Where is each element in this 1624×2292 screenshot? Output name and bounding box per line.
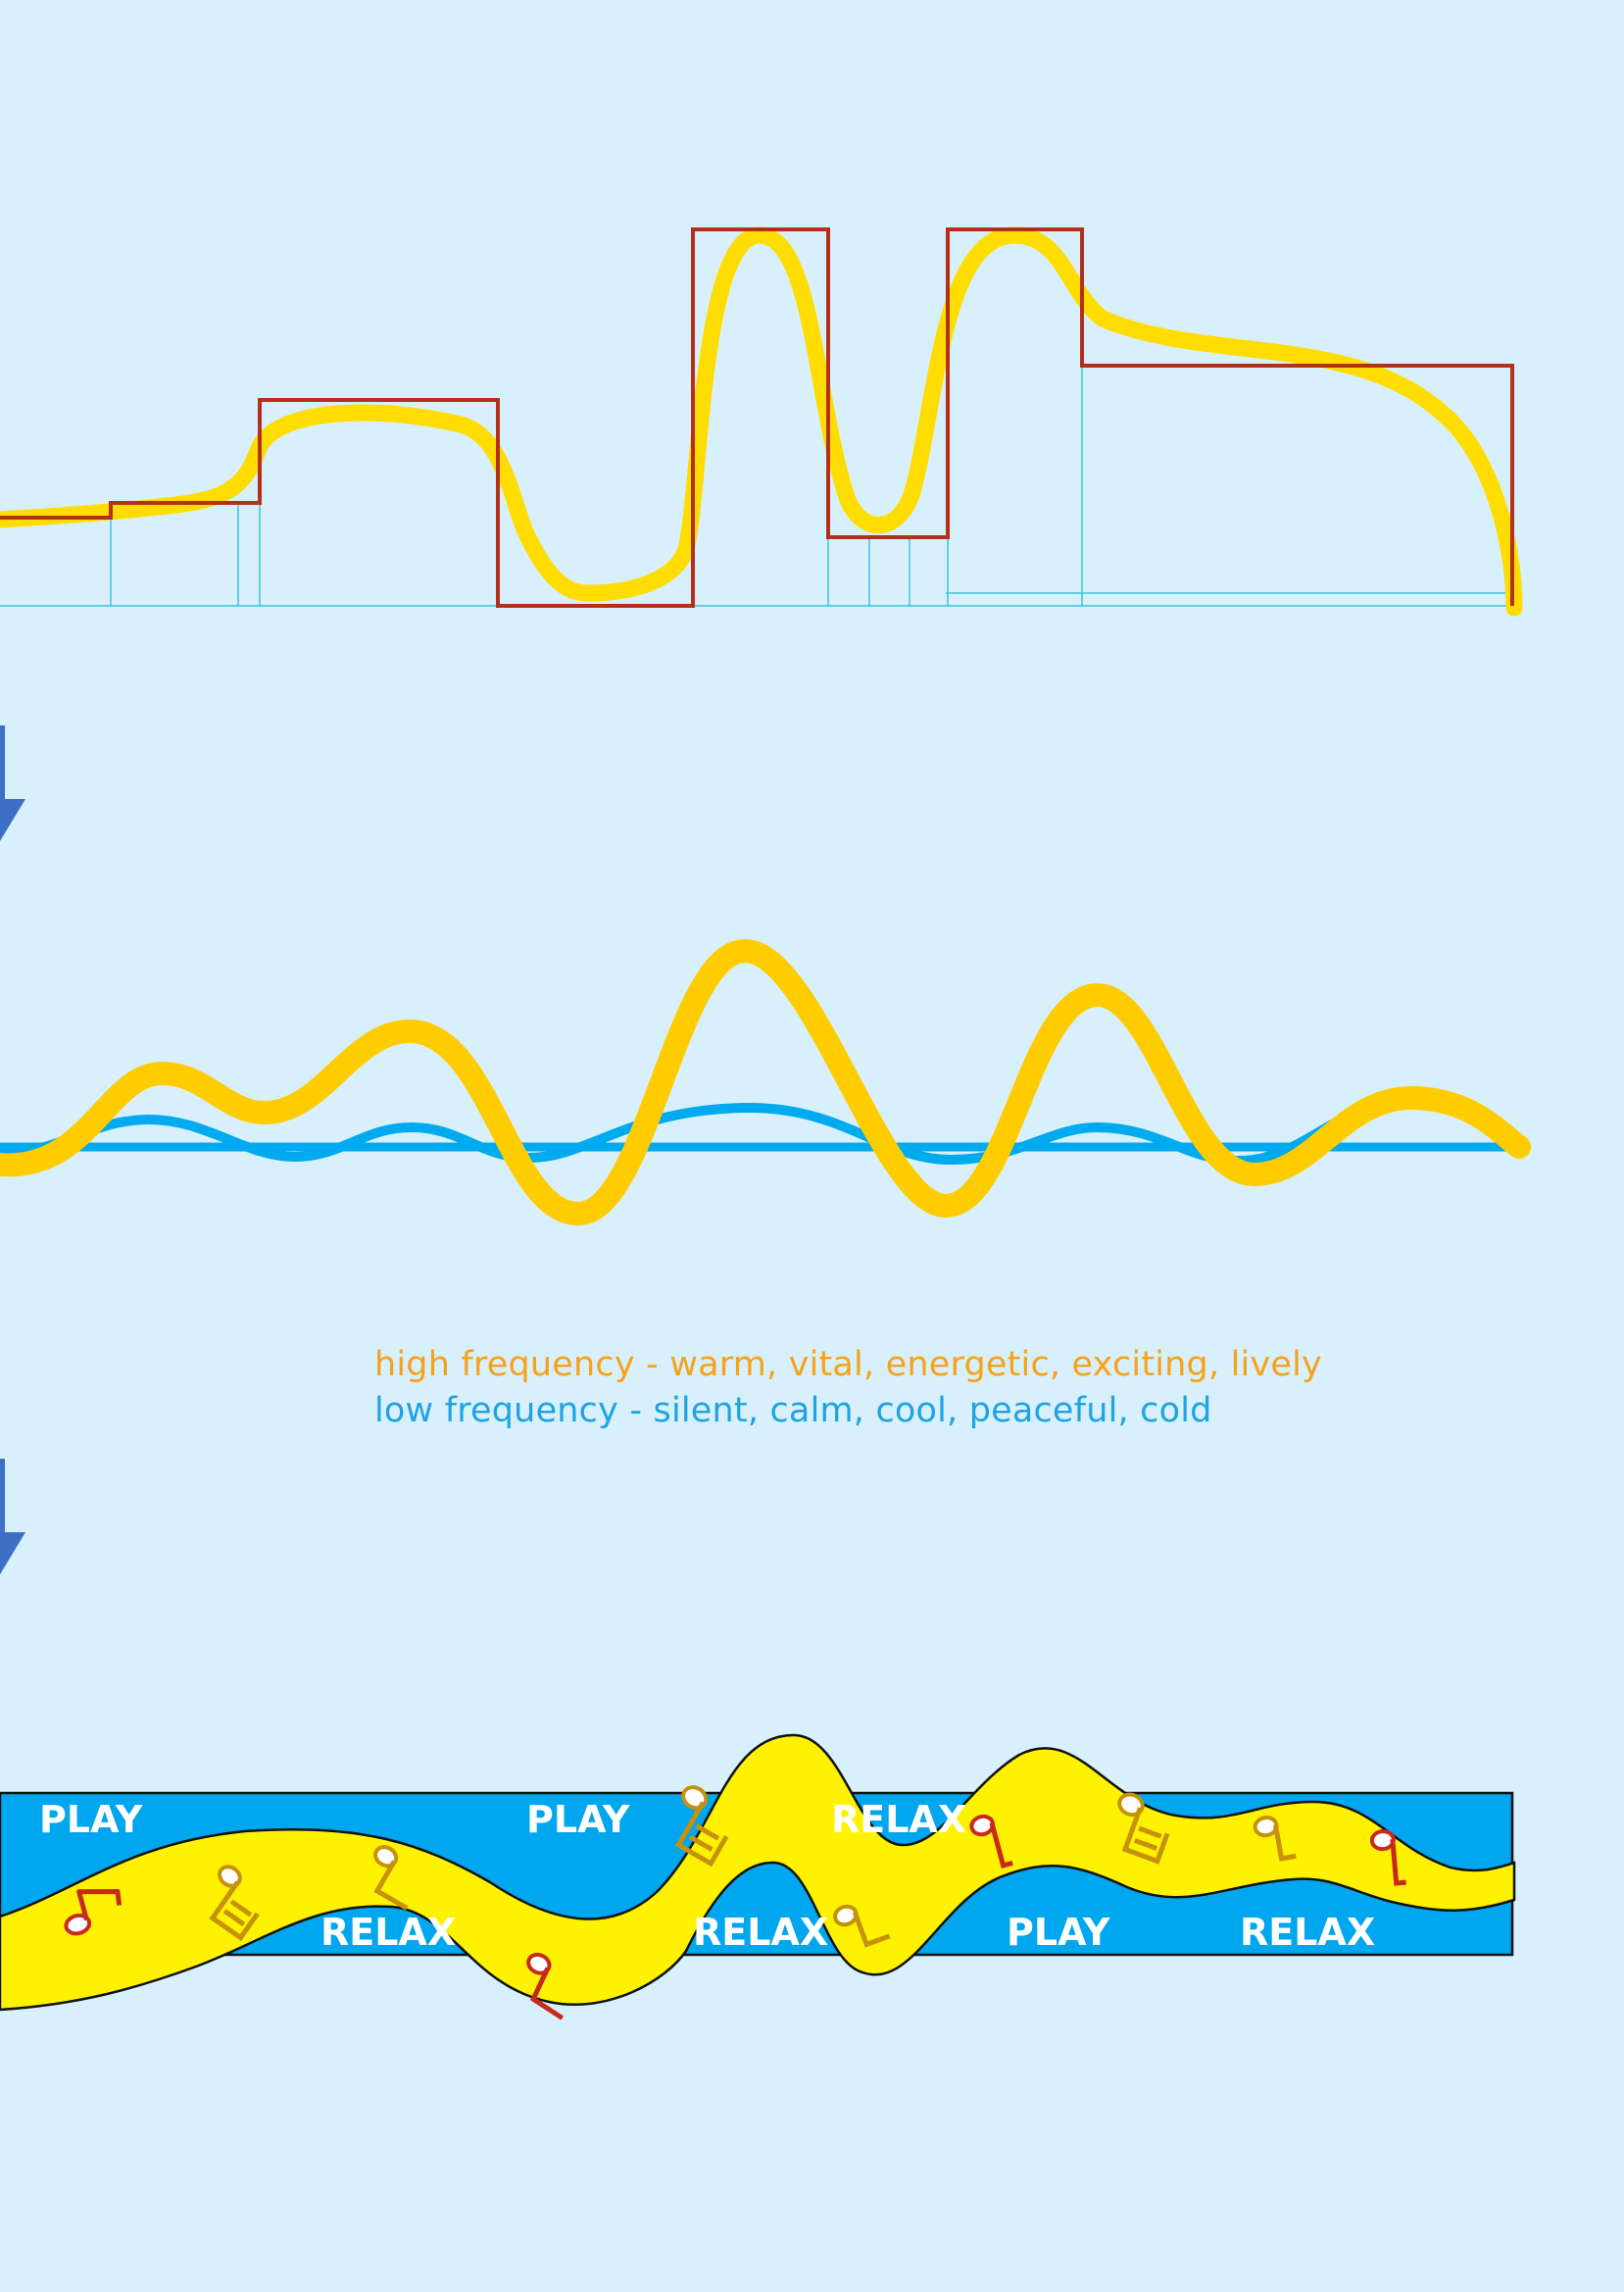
music-note-icon xyxy=(373,1845,409,1911)
high-frequency-yellow-wave xyxy=(0,938,1531,1226)
music-note-icon xyxy=(526,1952,565,2020)
legend-high-frequency: high frequency - warm, vital, energetic,… xyxy=(374,1345,1322,1384)
double-music-note-icon xyxy=(209,1865,260,1942)
music-note-icon xyxy=(64,1888,123,1936)
play-relax-panel: PLAY PLAY RELAX RELAX RELAX PLAY RELAX xyxy=(0,1733,1516,2020)
step-chart-panel xyxy=(0,226,1523,617)
double-music-note-icon xyxy=(1117,1792,1170,1865)
double-music-note-icon xyxy=(674,1785,729,1868)
zone-label-relax: RELAX xyxy=(831,1798,966,1841)
zone-label-play: PLAY xyxy=(1007,1911,1110,1954)
music-note-icon xyxy=(1369,1829,1406,1886)
wave-panel xyxy=(0,938,1531,1226)
zone-label-relax: RELAX xyxy=(1240,1911,1375,1954)
red-step-function xyxy=(0,227,1514,608)
zone-label-play: PLAY xyxy=(526,1798,630,1841)
music-note-icon xyxy=(969,1814,1013,1869)
zone-label-relax: RELAX xyxy=(693,1911,828,1954)
down-arrow-icon xyxy=(0,1459,25,1574)
zone-label-play: PLAY xyxy=(39,1798,143,1841)
legend-low-frequency: low frequency - silent, calm, cool, peac… xyxy=(374,1391,1212,1430)
music-note-icon xyxy=(833,1904,891,1948)
zone-label-relax: RELAX xyxy=(320,1911,456,1954)
smooth-yellow-curve xyxy=(0,226,1523,617)
down-arrow-icon xyxy=(0,725,25,841)
music-note-icon xyxy=(1253,1816,1297,1862)
